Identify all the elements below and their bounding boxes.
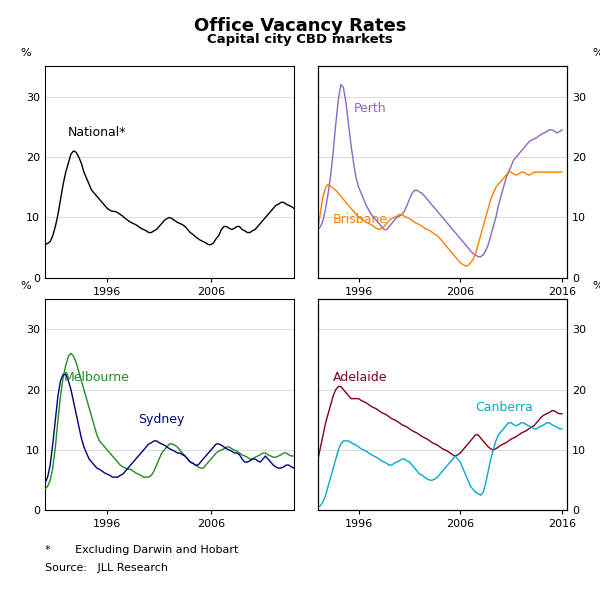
Text: Sydney: Sydney [139,413,185,426]
Text: %: % [592,48,600,58]
Text: Melbourne: Melbourne [64,370,130,384]
Text: National*: National* [68,126,127,139]
Text: Perth: Perth [353,101,386,115]
Text: Source:   JLL Research: Source: JLL Research [45,563,168,573]
Text: Brisbane: Brisbane [333,213,388,226]
Text: %: % [20,280,31,291]
Text: %: % [20,48,31,58]
Text: Capital city CBD markets: Capital city CBD markets [207,33,393,47]
Text: *       Excluding Darwin and Hobart: * Excluding Darwin and Hobart [45,545,238,555]
Text: Adelaide: Adelaide [333,370,388,384]
Text: Office Vacancy Rates: Office Vacancy Rates [194,17,406,35]
Text: %: % [592,280,600,291]
Text: Canberra: Canberra [476,400,533,414]
